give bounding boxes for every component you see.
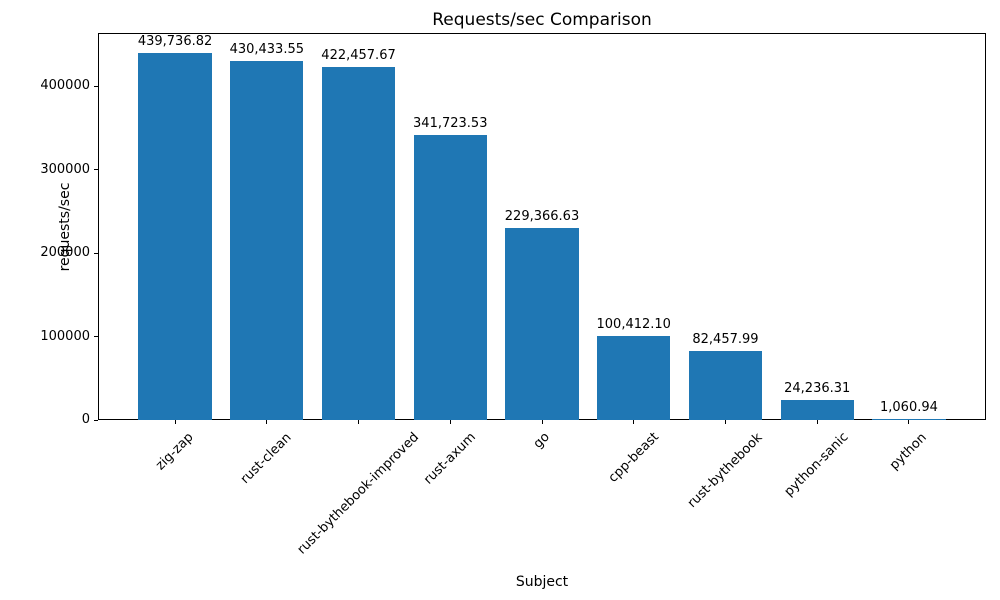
x-tick: [816, 420, 818, 424]
y-tick-label: 300000: [40, 161, 90, 177]
x-tick: [174, 420, 176, 424]
bar: [872, 419, 946, 420]
bar-value-label: 100,412.10: [596, 317, 671, 333]
x-tick: [266, 420, 268, 424]
x-tick-label: cpp-beast: [605, 429, 662, 487]
x-tick-label: rust-clean: [238, 429, 295, 487]
bar: [597, 336, 671, 420]
bar: [688, 351, 763, 420]
y-tick: [94, 419, 98, 421]
x-tick: [358, 420, 360, 424]
x-tick-label: rust-axum: [420, 430, 479, 488]
bar-value-label: 1,060.94: [879, 400, 938, 415]
bar-value-label: 82,457.99: [692, 332, 759, 348]
bar-value-label: 341,723.53: [413, 115, 488, 131]
bar-value-label: 422,457.67: [321, 48, 396, 64]
bar: [321, 67, 396, 420]
y-tick: [94, 85, 98, 87]
x-tick-label: rust-bythebook: [684, 429, 766, 511]
x-tick: [724, 420, 726, 424]
x-tick-label: rust-bythebook-improved: [294, 429, 423, 558]
bar-value-label: 229,366.63: [504, 209, 580, 225]
y-tick: [94, 336, 98, 337]
x-tick: [633, 420, 635, 424]
y-tick: [94, 252, 98, 254]
x-tick-label: python-sanic: [781, 430, 852, 500]
bar-value-label: 24,236.31: [784, 380, 851, 396]
bar: [413, 134, 487, 420]
x-tick: [541, 420, 543, 424]
y-tick-label: 100000: [40, 328, 90, 344]
bar: [138, 52, 212, 420]
y-tick: [94, 169, 98, 170]
bar: [230, 60, 304, 420]
bar-value-label: 430,433.55: [229, 41, 304, 57]
bar: [780, 399, 854, 420]
x-tick-label: python: [887, 429, 931, 473]
y-tick-label: 0: [81, 412, 90, 427]
x-tick-label: zig-zap: [153, 429, 197, 474]
bar: [505, 228, 579, 420]
y-axis-label: requests/sec: [57, 182, 73, 272]
x-tick: [449, 420, 451, 424]
chart-title: Requests/sec Comparison: [432, 10, 652, 30]
x-tick-label: go: [530, 429, 553, 452]
bar-value-label: 439,736.82: [137, 33, 213, 49]
x-axis-label: Subject: [515, 574, 569, 590]
y-tick-label: 400000: [40, 78, 90, 94]
y-tick-label: 200000: [40, 245, 90, 260]
x-tick: [908, 420, 910, 424]
